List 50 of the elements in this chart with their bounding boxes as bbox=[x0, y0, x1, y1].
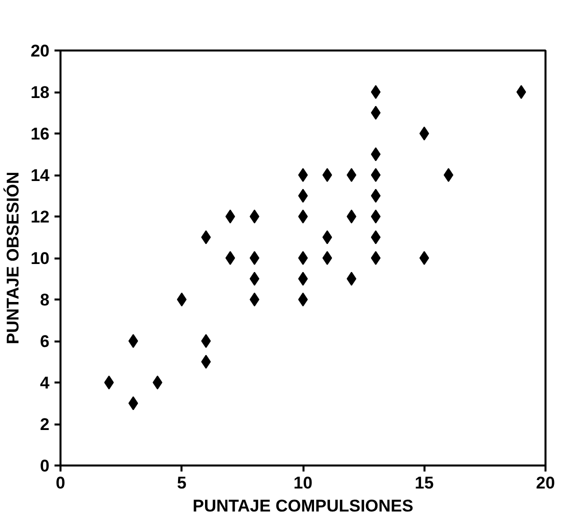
y-tick-label: 18 bbox=[30, 83, 50, 102]
point bbox=[346, 168, 356, 182]
point bbox=[370, 168, 381, 182]
point bbox=[128, 334, 138, 348]
y-tick-label: 8 bbox=[40, 290, 50, 310]
x-tick-label: 5 bbox=[177, 474, 186, 492]
point bbox=[322, 230, 332, 244]
x-tick-label: 10 bbox=[294, 474, 312, 492]
point bbox=[225, 251, 236, 265]
y-axis-title: PUNTAJE OBSESIÓN bbox=[2, 172, 23, 344]
point bbox=[225, 210, 236, 224]
point bbox=[176, 292, 187, 306]
point bbox=[370, 106, 381, 120]
point bbox=[104, 376, 114, 390]
point bbox=[516, 85, 526, 99]
point bbox=[444, 168, 454, 182]
point bbox=[128, 396, 138, 410]
point bbox=[298, 251, 308, 265]
point bbox=[370, 251, 381, 265]
point bbox=[250, 210, 260, 224]
y-tick-label: 6 bbox=[40, 332, 50, 351]
point bbox=[250, 292, 260, 306]
y-tick-label: 16 bbox=[30, 124, 50, 144]
point bbox=[346, 210, 356, 224]
point bbox=[201, 334, 211, 348]
y-tick-label: 0 bbox=[40, 456, 50, 476]
y-tick-label: 14 bbox=[30, 166, 50, 185]
point bbox=[370, 188, 381, 203]
point bbox=[298, 210, 308, 224]
x-tick-label: 20 bbox=[536, 474, 555, 492]
y-tick-label: 20 bbox=[30, 42, 50, 60]
point bbox=[298, 168, 308, 182]
y-tick-label: 12 bbox=[30, 208, 50, 226]
x-tick-label: 0 bbox=[56, 474, 66, 492]
y-tick-label: 4 bbox=[40, 374, 50, 392]
point bbox=[152, 376, 162, 390]
point bbox=[419, 251, 430, 265]
point bbox=[370, 230, 381, 244]
x-tick-label: 15 bbox=[414, 474, 434, 492]
point bbox=[419, 126, 430, 140]
point bbox=[298, 292, 308, 306]
point bbox=[322, 168, 332, 182]
x-axis-title: PUNTAJE COMPULSIONES bbox=[192, 496, 414, 516]
point bbox=[322, 251, 332, 265]
y-tick-label: 2 bbox=[40, 415, 50, 434]
point bbox=[250, 251, 260, 265]
y-tick-label: 10 bbox=[30, 249, 50, 268]
point bbox=[370, 147, 381, 162]
point bbox=[370, 85, 381, 99]
point bbox=[370, 210, 381, 224]
